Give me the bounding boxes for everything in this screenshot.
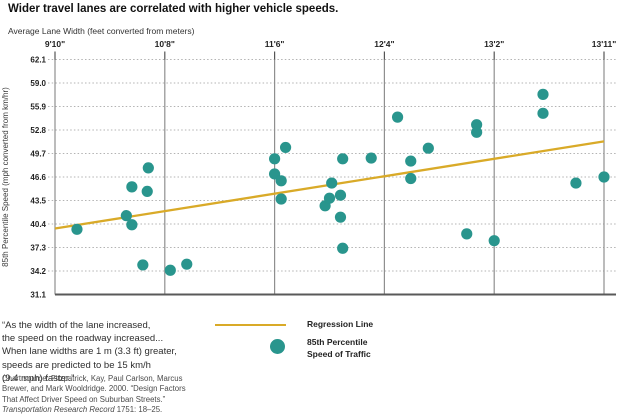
y-tick-label: 40.4 — [30, 220, 46, 229]
data-point — [570, 177, 582, 189]
data-point — [391, 111, 404, 123]
source-journal-italic: Transportation Research Record — [2, 405, 115, 415]
source-citation: Chart source: Fitzpatrick, Kay, Paul Car… — [2, 374, 224, 415]
data-point — [275, 175, 287, 187]
data-point — [279, 141, 292, 154]
data-point — [598, 171, 610, 183]
quote-line: the speed on the roadway increased... — [2, 333, 164, 345]
data-point — [405, 155, 417, 167]
legend-point-swatch — [270, 339, 285, 354]
y-tick-label: 59.0 — [30, 79, 46, 88]
data-point — [337, 242, 349, 254]
data-point — [137, 259, 149, 271]
legend-regression-line-label: Regression Line — [307, 319, 374, 329]
source-line: Chart source: Fitzpatrick, Kay, Paul Car… — [2, 374, 183, 383]
source-line: Transportation Research Record 1751: 18–… — [2, 405, 224, 415]
data-point — [126, 181, 138, 193]
x-tick-label: 10'8" — [155, 39, 175, 49]
data-point — [326, 177, 338, 189]
y-tick-label: 55.9 — [30, 103, 46, 112]
data-point — [141, 185, 153, 198]
x-tick-label: 9'10" — [45, 39, 65, 49]
data-point — [334, 211, 347, 223]
legend-regression-line-swatch — [215, 324, 286, 326]
data-point — [461, 228, 473, 240]
data-point — [337, 153, 349, 165]
chart-title: Wider travel lanes are correlated with h… — [8, 3, 339, 15]
data-point — [164, 264, 176, 276]
quote-line: When lane widths are 1 m (3.3 ft) greate… — [2, 346, 177, 358]
x-tick-label: 13'11" — [592, 39, 617, 49]
data-point — [471, 126, 483, 138]
data-point — [126, 219, 138, 231]
legend-point-label: 85th Percentile Speed of Traffic — [307, 337, 371, 360]
source-line: That Affect Driver Speed on Suburban Str… — [2, 394, 166, 404]
data-point — [181, 258, 193, 270]
data-point — [71, 223, 83, 235]
y-tick-label: 46.6 — [30, 173, 46, 182]
data-point — [405, 172, 417, 185]
quote-line: (9.4 mph) faster.” — [2, 372, 75, 384]
x-tick-label: 11'6" — [265, 39, 285, 49]
scatter-plot: 62.1 59.0 55.9 52.8 49.7 46.6 43.5 40.4 37.3 34.2… — [30, 39, 617, 300]
data-point — [275, 193, 287, 205]
y-tick-label: 31.1 — [30, 291, 46, 300]
source-line: Brewer, and Mark Wooldridge. 2000. “Desi… — [2, 384, 186, 394]
data-point — [323, 192, 336, 204]
y-tick-label: 34.2 — [30, 267, 46, 276]
y-tick-label: 43.5 — [30, 197, 46, 206]
data-point — [488, 235, 500, 247]
source-issue: 1751: 18–25. — [114, 405, 163, 415]
y-tick-label: 52.8 — [30, 126, 46, 135]
y-tick-label: 49.7 — [30, 150, 46, 159]
data-point — [142, 162, 154, 174]
legend-point-label-line1: 85th Percentile — [307, 337, 368, 347]
data-point — [537, 88, 549, 100]
data-point — [269, 153, 281, 165]
data-point — [422, 142, 434, 154]
quote-line: “As the width of the lane increased, — [2, 320, 151, 331]
y-tick-label: 37.3 — [30, 244, 46, 253]
quote-line: speeds are predicted to be 15 km/h — [2, 359, 151, 371]
data-point — [334, 189, 347, 201]
x-tick-label: 13'2" — [484, 39, 504, 49]
y-tick-label: 62.1 — [30, 56, 46, 65]
data-point — [120, 210, 132, 222]
quote-text: “As the width of the lane increased, the… — [2, 319, 224, 385]
legend-point-label-line2: Speed of Traffic — [307, 348, 371, 359]
x-tick-label: 12'4" — [374, 39, 394, 49]
data-point — [537, 107, 549, 119]
data-point — [365, 152, 377, 164]
x-axis-title: Average Lane Width (feet converted from … — [8, 26, 195, 36]
